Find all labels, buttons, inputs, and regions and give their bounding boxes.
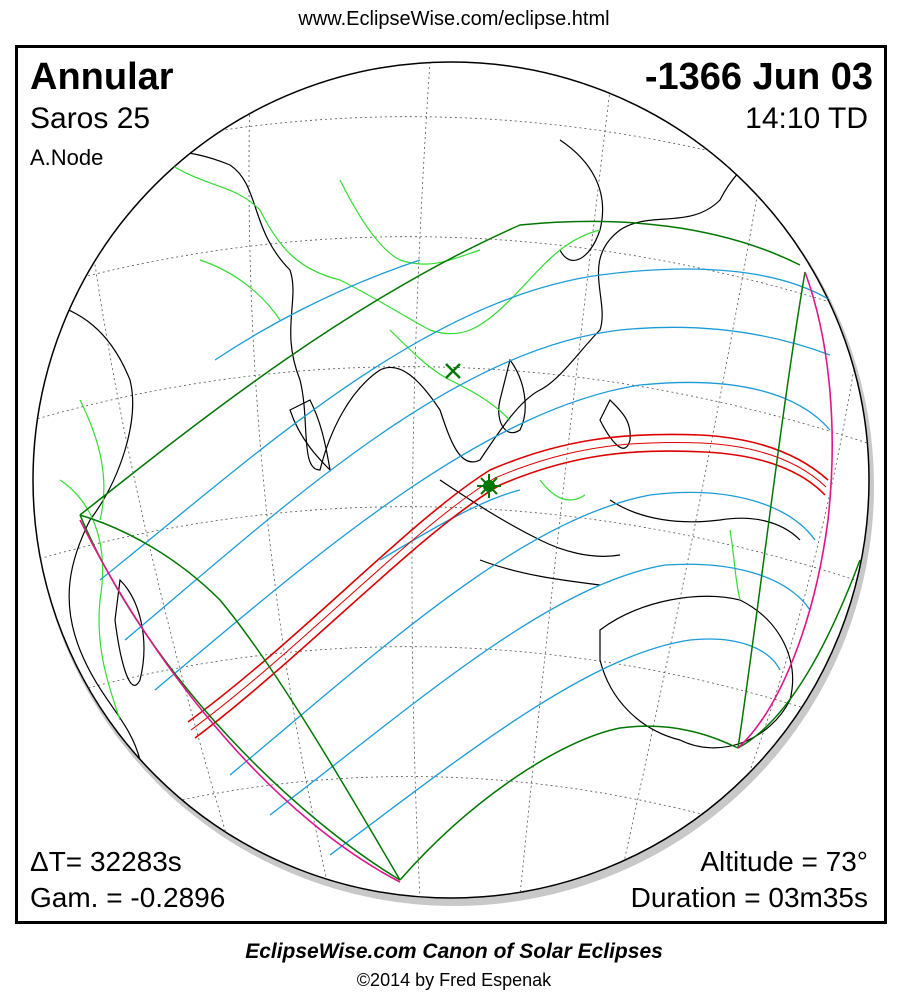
central-path: [187, 433, 829, 739]
canon-title: EclipseWise.com Canon of Solar Eclipses: [245, 940, 663, 963]
central-line: [190, 441, 827, 731]
graticule: [33, 62, 869, 898]
sun-altitude: Altitude = 73°: [700, 846, 868, 877]
copyright: ©2014 by Fred Espenak: [356, 970, 552, 990]
gamma-value: Gam. = -0.2896: [30, 882, 226, 913]
sunrise-sunset-curves: [79, 271, 833, 883]
greatest-eclipse-star-icon: [477, 474, 501, 498]
eclipse-time: 14:10 TD: [745, 102, 868, 135]
partial-limit-lines: [99, 259, 831, 856]
map-frame: [15, 45, 887, 924]
outer-eclipse-limits: [79, 220, 861, 881]
lunar-node: A.Node: [30, 145, 104, 170]
central-path-north-limit: [187, 433, 829, 723]
greatest-duration-x-icon: [445, 363, 461, 379]
eclipse-type: Annular: [30, 56, 174, 98]
central-path-south-limit: [194, 450, 826, 739]
saros-number: Saros 25: [30, 102, 151, 135]
coastlines: [39, 139, 821, 761]
globe: [32, 61, 870, 899]
eclipse-date: -1366 Jun 03: [644, 56, 873, 98]
delta-t: ΔT= 32283s: [30, 846, 182, 877]
source-url: www.EclipseWise.com/eclipse.html: [298, 8, 610, 30]
central-duration: Duration = 03m35s: [630, 882, 868, 913]
